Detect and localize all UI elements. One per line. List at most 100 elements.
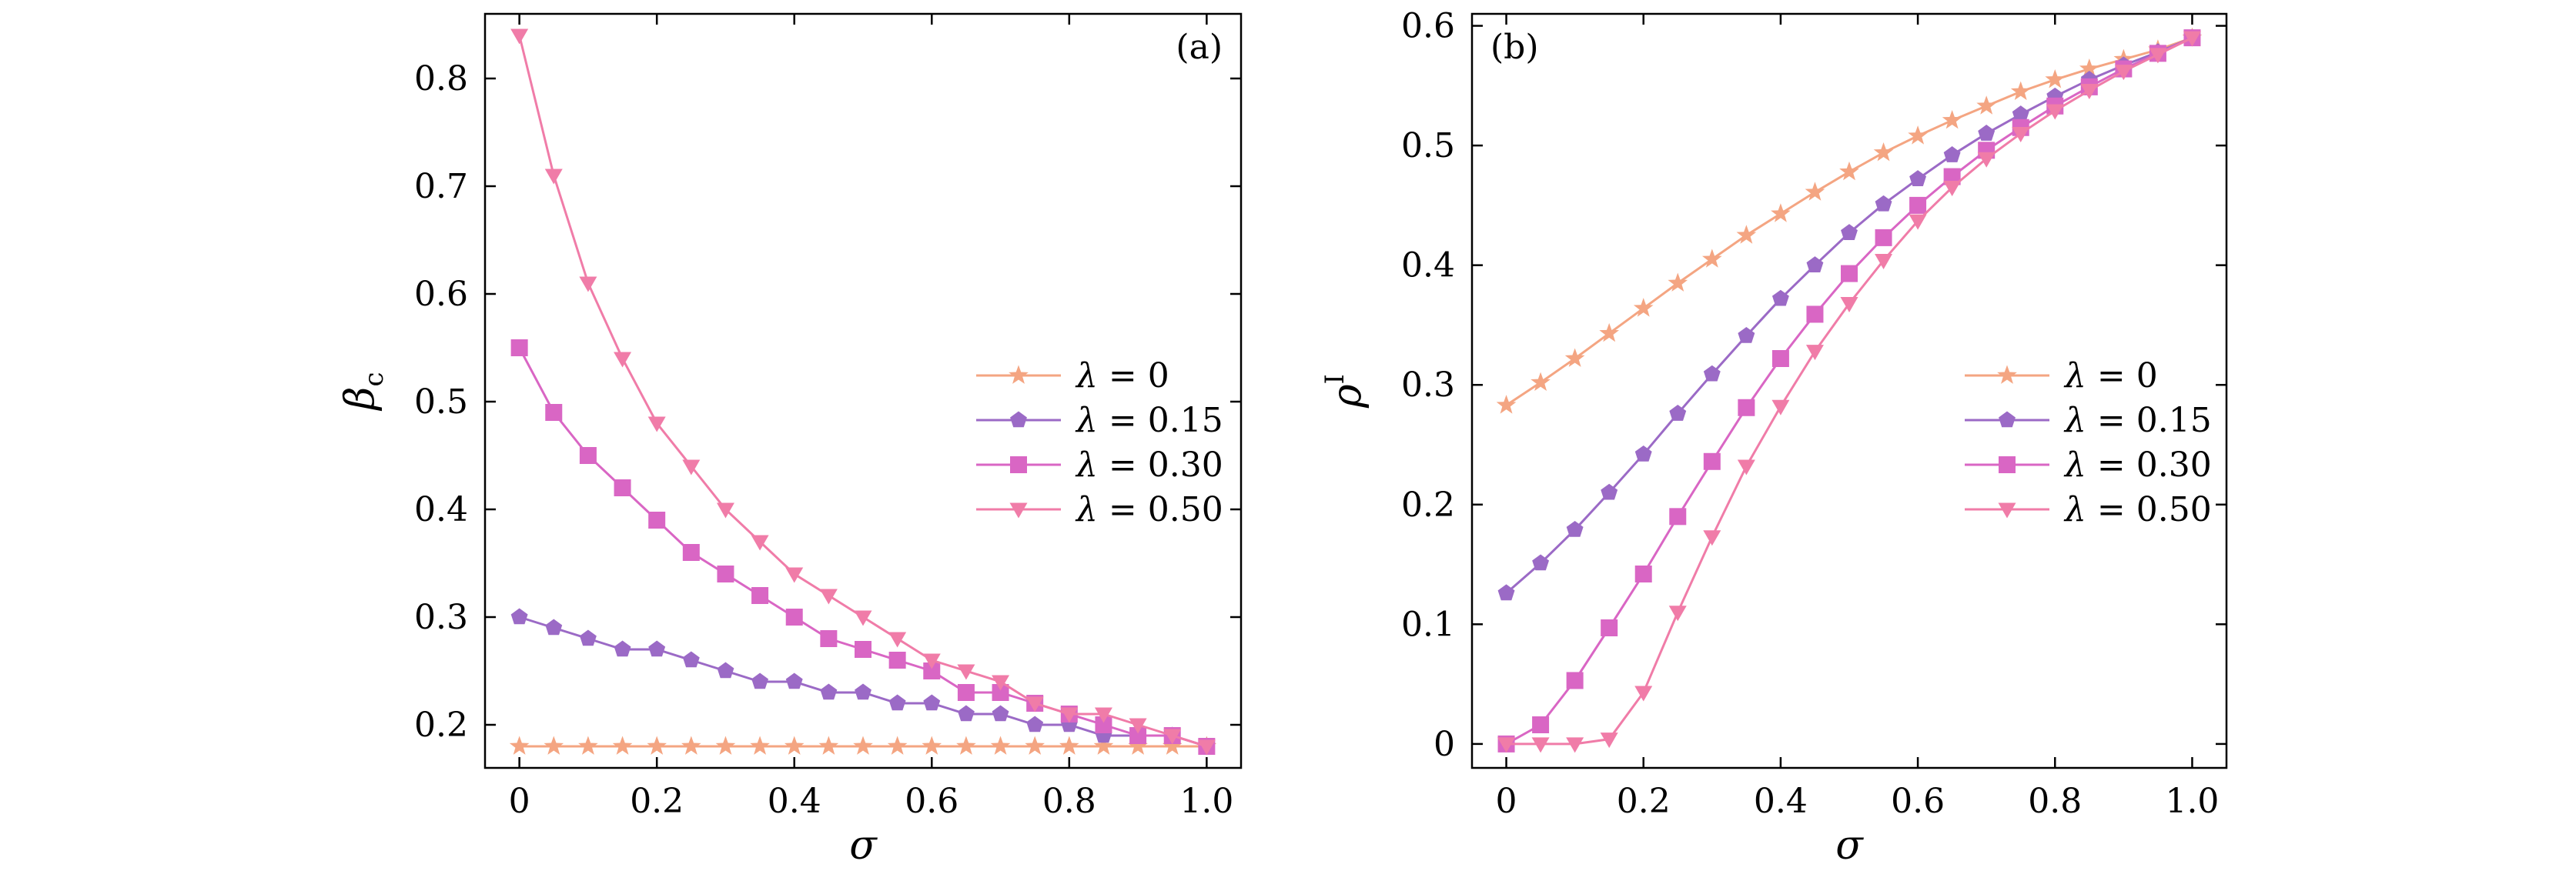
panel-label: (a) <box>1176 28 1223 67</box>
data-point <box>853 736 873 755</box>
legend-label: λ = 0.30 <box>2063 446 2212 485</box>
data-point <box>785 567 804 583</box>
x-tick-label: 0.6 <box>905 782 958 821</box>
data-point <box>1094 707 1112 723</box>
data-point <box>1599 322 1620 342</box>
x-tick-label: 1.0 <box>1179 782 1233 821</box>
data-point <box>2012 127 2030 143</box>
series-4 <box>510 28 1216 756</box>
data-point <box>2010 81 2031 101</box>
data-point <box>1060 707 1079 723</box>
legend: λ = 0 λ = 0.15 λ = 0.30 λ = 0.50 <box>1965 356 2212 529</box>
x-tick-label: 1.0 <box>2165 782 2219 821</box>
data-point <box>2012 105 2029 122</box>
legend-marker <box>1998 502 2016 519</box>
data-point <box>818 736 839 755</box>
data-point <box>1909 214 1927 230</box>
data-point <box>785 609 803 626</box>
data-point <box>751 587 769 604</box>
data-point <box>1128 736 1148 755</box>
legend-label: λ = 0 <box>2063 356 2158 395</box>
data-point <box>717 566 734 582</box>
data-point <box>1771 399 1790 415</box>
data-point <box>2080 84 2099 100</box>
data-point <box>2149 48 2167 64</box>
data-point <box>751 672 769 689</box>
x-axis-label: σ <box>849 823 878 869</box>
data-point <box>1634 445 1652 462</box>
data-point <box>1943 181 1962 197</box>
data-point <box>1806 256 1824 272</box>
data-point <box>1601 483 1618 500</box>
data-point <box>579 629 597 646</box>
data-point <box>1600 733 1618 749</box>
data-point <box>1129 718 1147 734</box>
data-point <box>544 736 564 755</box>
panel-b: 0 0.2 0.4 0.6 0.8 1.0 0 0.1 0.2 0.3 0.4 0.5 0.6 σ ρI (b… <box>1320 7 2228 869</box>
data-point <box>957 684 975 701</box>
legend-label: λ = 0.15 <box>2063 401 2212 440</box>
data-point <box>1059 736 1079 755</box>
data-point <box>820 630 838 647</box>
legend-marker <box>1010 411 1027 428</box>
data-point <box>922 653 941 669</box>
data-point <box>717 662 734 679</box>
legend-marker <box>1010 456 1027 473</box>
data-point <box>614 352 632 368</box>
data-point <box>579 447 597 464</box>
data-point <box>1737 459 1755 476</box>
x-tick-label: 0.8 <box>2028 782 2082 821</box>
data-point <box>2114 65 2133 81</box>
data-point <box>957 705 975 722</box>
x-tick-label: 0.4 <box>768 782 821 821</box>
data-point <box>956 736 976 755</box>
data-point <box>509 736 530 755</box>
data-point <box>1162 736 1183 755</box>
data-point <box>1771 289 1789 306</box>
data-point <box>957 664 975 680</box>
x-tick-label: 0 <box>1496 782 1517 821</box>
series-4 <box>1497 31 2201 753</box>
y-tick-label: 0.2 <box>414 706 468 745</box>
legend-marker <box>1997 365 2017 384</box>
data-point <box>1025 736 1045 755</box>
x-tick-label: 0.6 <box>1891 782 1945 821</box>
data-point <box>682 544 700 561</box>
data-point <box>1633 298 1654 317</box>
data-point <box>888 652 906 669</box>
y-tick-label: 0.1 <box>1401 605 1455 644</box>
data-point <box>681 736 701 755</box>
data-point <box>545 404 563 421</box>
data-point <box>1026 716 1044 733</box>
x-tick-label: 0.8 <box>1042 782 1096 821</box>
y-tick-label: 0.3 <box>414 598 468 637</box>
data-point <box>1771 203 1791 222</box>
data-point <box>1496 395 1517 414</box>
data-point <box>1909 170 1927 186</box>
data-point <box>1497 584 1515 601</box>
plot-frame <box>483 12 1243 769</box>
legend-marker <box>1009 365 1029 384</box>
data-point <box>1531 737 1550 753</box>
data-point <box>820 683 838 700</box>
data-point <box>1805 182 1825 201</box>
legend-label: λ = 0.30 <box>1075 446 1223 485</box>
data-point <box>1668 606 1687 622</box>
data-point <box>1841 265 1858 282</box>
data-point <box>1875 229 1892 246</box>
data-point <box>1703 365 1721 382</box>
y-tick-label: 0.5 <box>1401 126 1455 165</box>
data-point <box>682 459 701 476</box>
data-point <box>1976 95 1997 115</box>
data-point <box>1564 348 1585 367</box>
y-tick-label: 0.4 <box>414 490 468 529</box>
y-tick-label: 0.4 <box>1401 246 1455 285</box>
legend-label: λ = 0.15 <box>1075 401 1223 440</box>
data-point <box>1634 566 1652 582</box>
data-point <box>923 694 941 711</box>
data-point <box>2079 58 2099 78</box>
data-point <box>992 705 1009 722</box>
panel-a: 0 0.2 0.4 0.6 0.8 1.0 0.2 0.3 0.4 0.5 0.6 0.7 0.8 σ βc… <box>337 12 1243 869</box>
x-tick-label: 0 <box>509 782 530 821</box>
